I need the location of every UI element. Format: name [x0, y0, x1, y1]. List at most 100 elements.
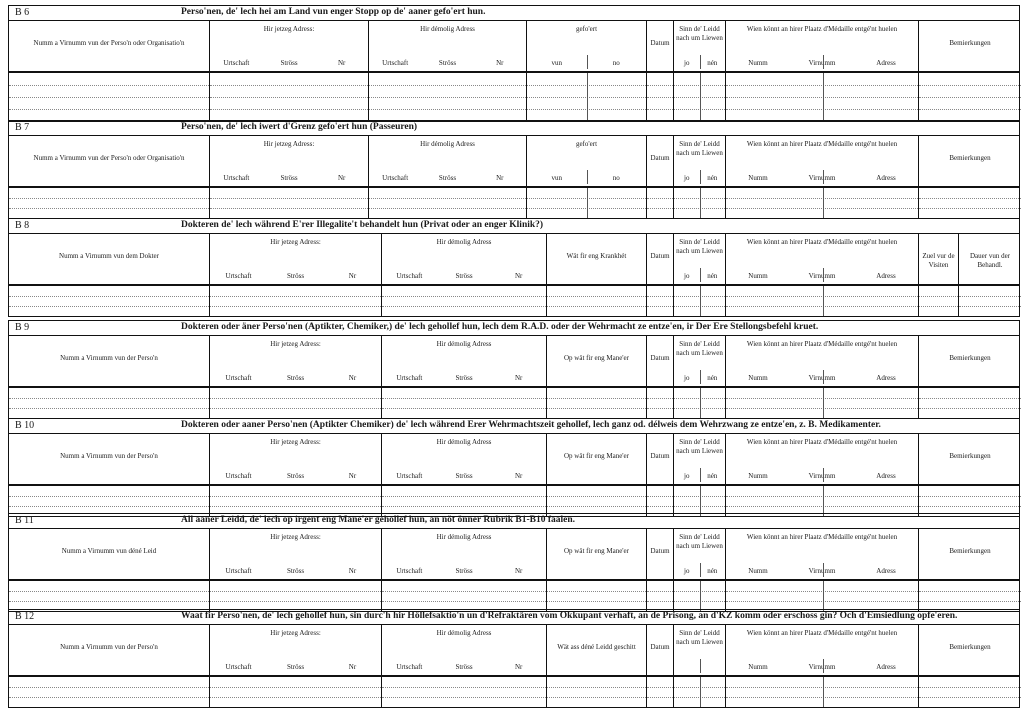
entry-line	[210, 506, 381, 507]
entry-line	[547, 296, 646, 297]
data-cell[interactable]	[646, 581, 673, 611]
data-cell[interactable]	[918, 677, 1021, 707]
data-cell[interactable]	[918, 73, 1021, 121]
data-cell[interactable]	[381, 581, 546, 611]
entry-line	[210, 601, 381, 602]
data-cell[interactable]	[673, 73, 725, 121]
column-sublabels: vun no	[527, 59, 646, 67]
column-sublabel: nén	[707, 174, 718, 182]
data-cell[interactable]	[918, 188, 1021, 218]
entry-line	[919, 398, 1021, 399]
data-cell[interactable]	[646, 188, 673, 218]
subcolumn-divider	[822, 370, 824, 384]
data-cell[interactable]	[725, 286, 918, 316]
data-cell[interactable]	[9, 73, 209, 121]
data-cell[interactable]	[9, 581, 209, 611]
data-cell[interactable]	[918, 486, 1021, 516]
data-cell[interactable]	[646, 388, 673, 418]
section-id: B 6	[15, 7, 30, 18]
data-cell[interactable]	[725, 486, 918, 516]
data-cell[interactable]	[673, 581, 725, 611]
data-cell[interactable]	[673, 188, 725, 218]
data-cell[interactable]	[209, 388, 381, 418]
data-cell[interactable]	[725, 388, 918, 418]
data-cell[interactable]	[381, 677, 546, 707]
data-cell[interactable]	[546, 486, 646, 516]
data-cell[interactable]	[673, 677, 725, 707]
data-cell[interactable]	[9, 286, 209, 316]
column-header: Datum	[646, 529, 673, 579]
data-cell[interactable]	[673, 286, 725, 316]
entry-line	[9, 198, 209, 199]
entry-line	[547, 306, 646, 307]
data-cell[interactable]	[546, 677, 646, 707]
column-sublabel: Adress	[876, 59, 896, 67]
column-sublabel: Nr	[348, 663, 357, 671]
column-header: Sinn de' Leidd nach um Liewen jo nén	[673, 434, 725, 484]
section-id: B 8	[15, 220, 30, 231]
data-rows	[9, 286, 1021, 316]
column-sublabel: Ströss	[286, 472, 305, 480]
column-sublabel: Ströss	[455, 567, 473, 575]
data-cell[interactable]	[646, 286, 673, 316]
column-label: Hir démolig Adress	[436, 238, 492, 246]
column-label: Hir jetzeg Adress:	[270, 438, 321, 446]
column-header: Hir jetzeg Adress: Urtschaft Ströss Nr	[209, 529, 381, 579]
data-cell[interactable]	[725, 677, 918, 707]
column-sublabels: Urtschaft Ströss Nr	[369, 59, 526, 67]
data-cell[interactable]	[673, 486, 725, 516]
data-cell[interactable]	[209, 188, 368, 218]
data-cell[interactable]	[546, 388, 646, 418]
subcolumn-divider	[700, 486, 701, 516]
entry-line	[919, 408, 1021, 409]
data-cell[interactable]	[546, 286, 646, 316]
column-label: Hir démolig Adress	[436, 533, 492, 541]
data-cell[interactable]	[646, 73, 673, 121]
column-header: Wien könnt an hirer Plaatz d'Médaille en…	[725, 234, 918, 284]
entry-line	[674, 408, 725, 409]
entry-line	[647, 208, 673, 209]
column-sublabels: jo nén	[674, 174, 725, 182]
data-cell[interactable]	[381, 286, 546, 316]
column-header: Wät fir eng Krankhét	[546, 234, 646, 284]
data-cell[interactable]	[725, 188, 918, 218]
data-cell[interactable]	[381, 486, 546, 516]
data-cell[interactable]	[725, 581, 918, 611]
data-cell[interactable]	[9, 188, 209, 218]
data-cell[interactable]	[526, 188, 646, 218]
section-id: B 7	[15, 122, 30, 133]
entry-line	[547, 687, 646, 688]
data-cell[interactable]	[209, 73, 368, 121]
data-cell[interactable]	[646, 486, 673, 516]
data-cell[interactable]	[209, 581, 381, 611]
column-label: Numm a Virnumm vun der Perso'n	[60, 452, 158, 460]
data-cell[interactable]	[958, 286, 1021, 316]
entry-line	[9, 591, 209, 592]
data-cell[interactable]	[381, 388, 546, 418]
data-cell[interactable]	[918, 581, 1021, 611]
data-cell[interactable]	[209, 486, 381, 516]
data-cell[interactable]	[918, 388, 1021, 418]
data-cell[interactable]	[673, 388, 725, 418]
data-cell[interactable]	[9, 486, 209, 516]
column-sublabel: Numm	[748, 59, 768, 67]
data-cell[interactable]	[368, 188, 526, 218]
entry-line	[919, 109, 1021, 110]
column-label: Hir démolig Adress	[420, 25, 475, 33]
data-cell[interactable]	[646, 677, 673, 707]
column-header: Numm a Virnumm vun déné Leid	[9, 529, 209, 579]
data-cell[interactable]	[9, 388, 209, 418]
column-label: Datum	[650, 354, 670, 362]
data-cell[interactable]	[368, 73, 526, 121]
data-cell[interactable]	[546, 581, 646, 611]
data-cell[interactable]	[526, 73, 646, 121]
data-cell[interactable]	[918, 286, 958, 316]
column-sublabels: Urtschaft Ströss Nr	[382, 567, 546, 575]
column-sublabel: Nr	[514, 374, 523, 382]
data-cell[interactable]	[725, 73, 918, 121]
data-cell[interactable]	[209, 677, 381, 707]
column-header: Hir démolig Adress Urtschaft Ströss Nr	[381, 336, 546, 386]
data-cell[interactable]	[209, 286, 381, 316]
column-label: Numm a Virnumm vun der Perso'n	[60, 354, 158, 362]
data-cell[interactable]	[9, 677, 209, 707]
